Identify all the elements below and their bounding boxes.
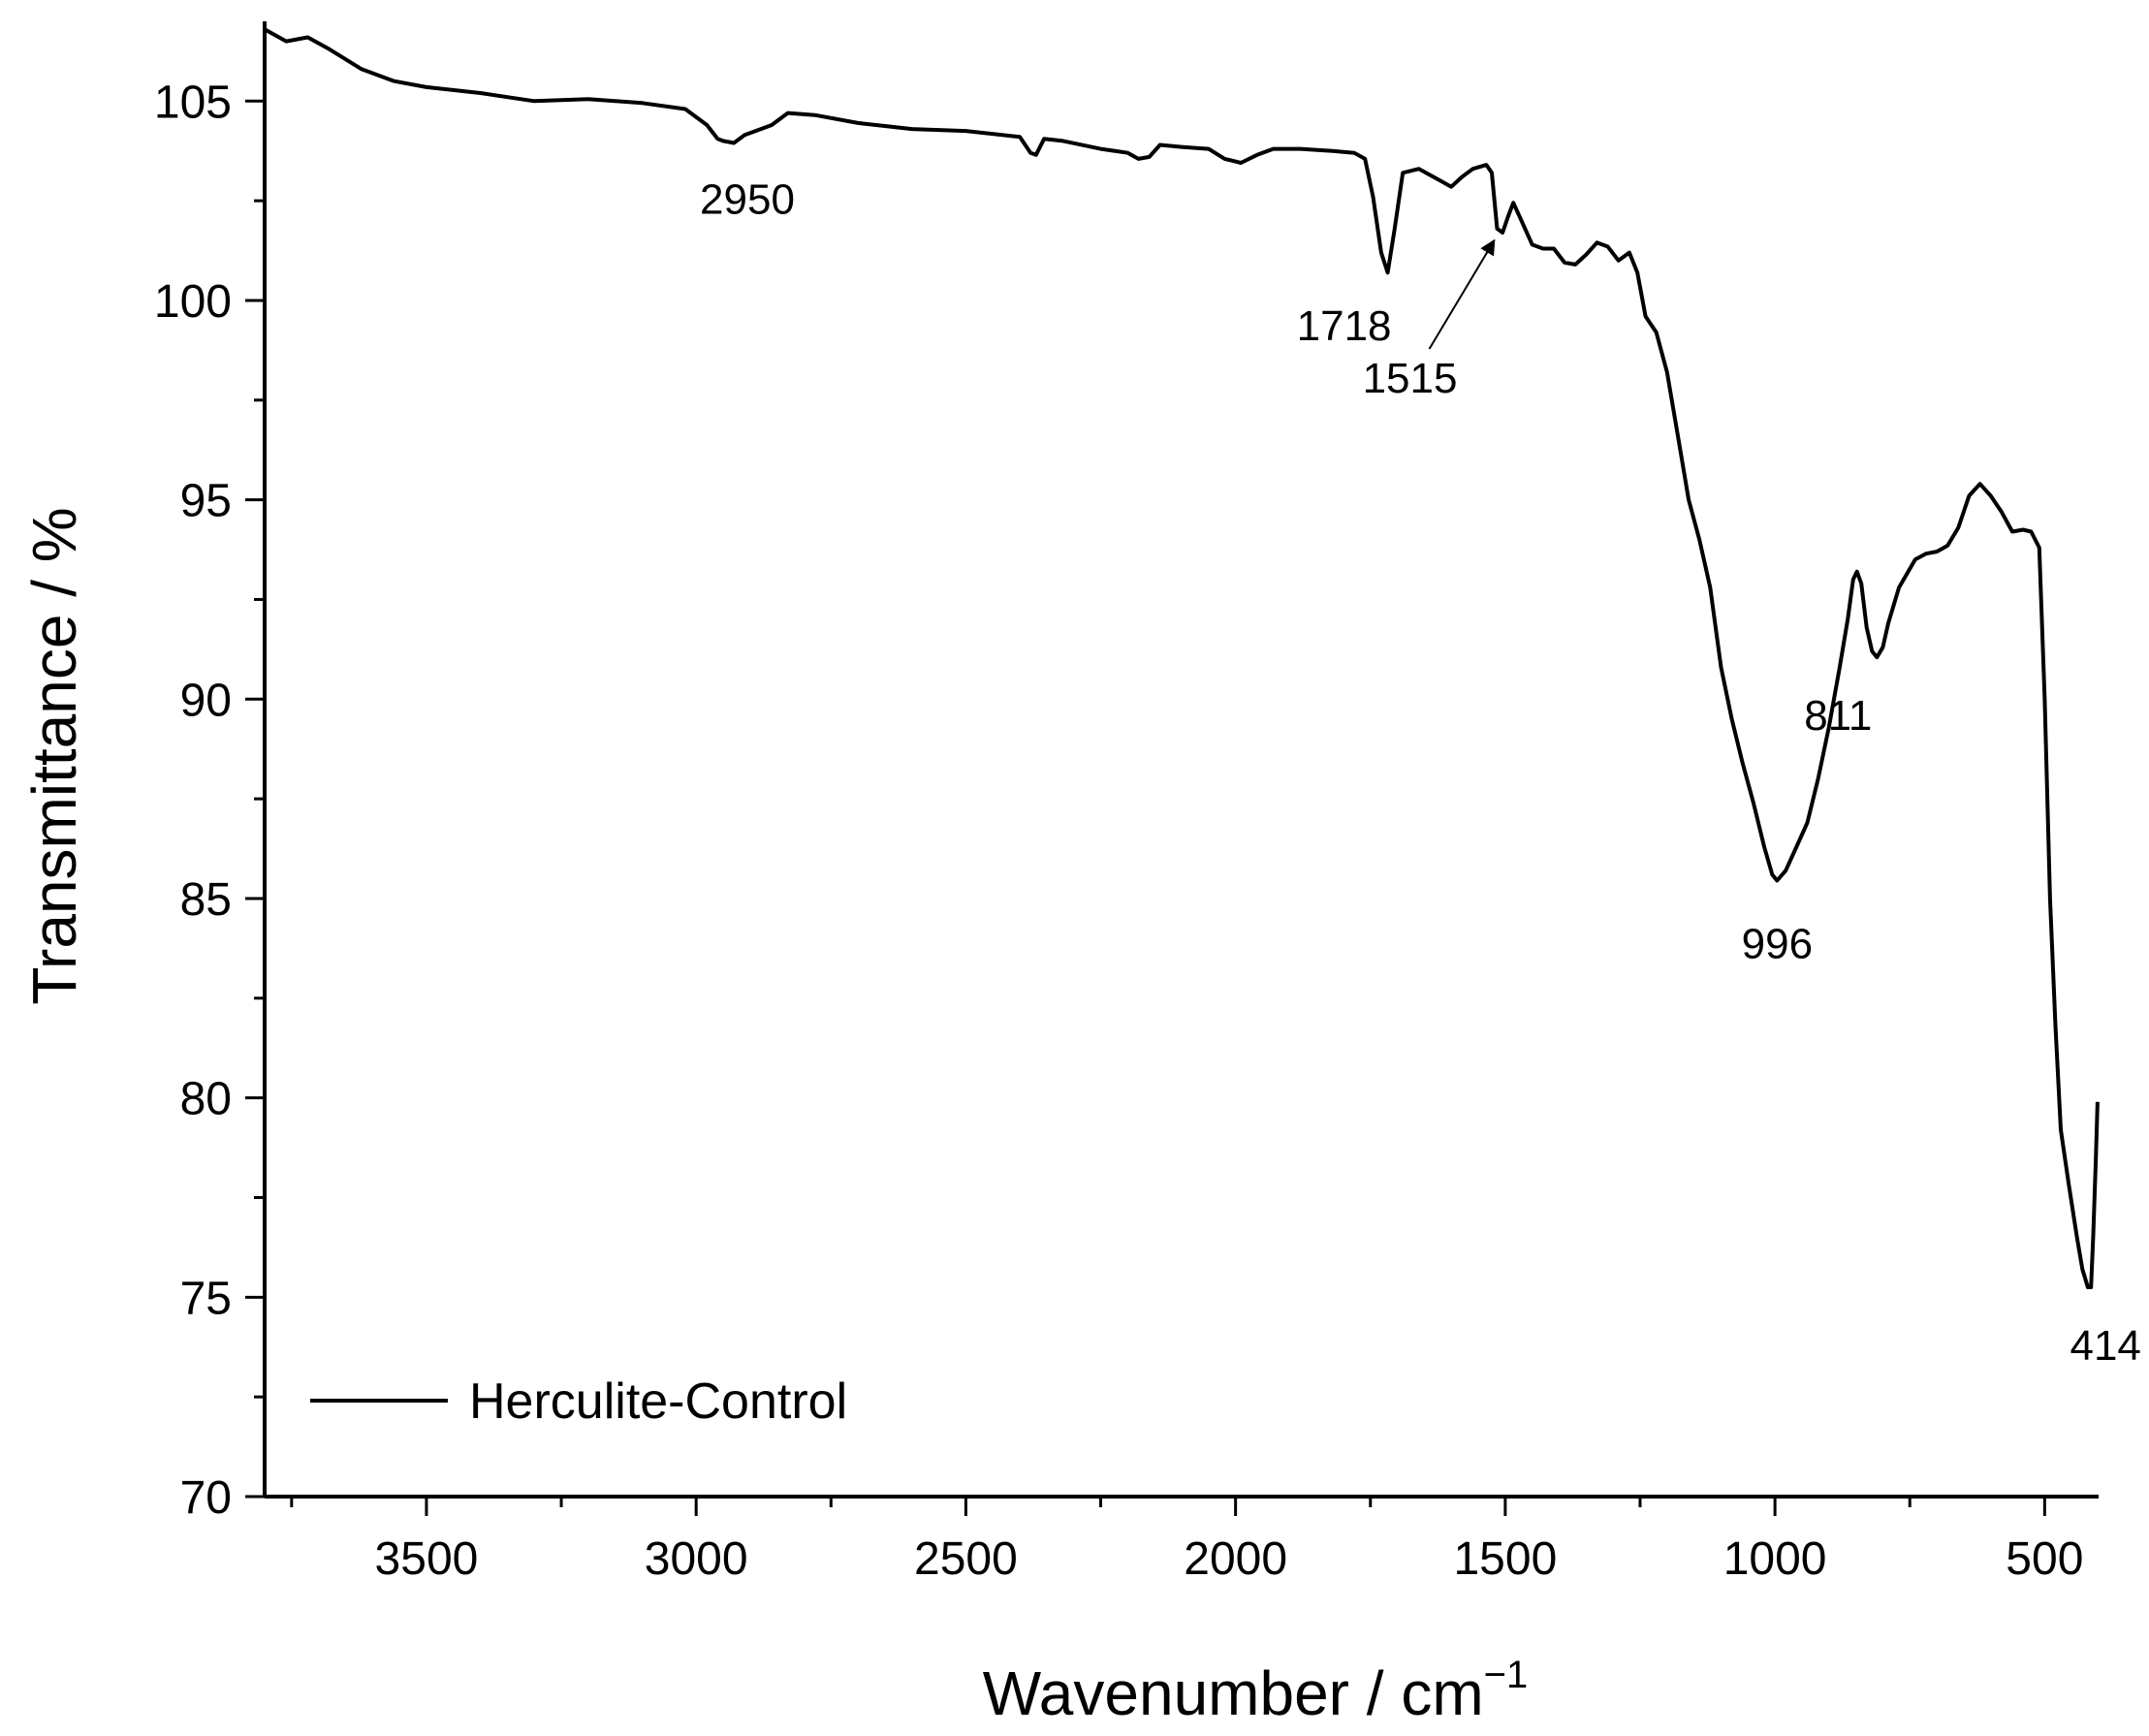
x-axis-title-text: Wavenumber / cm (983, 1658, 1484, 1728)
peak-label-1718: 1718 (1297, 302, 1392, 350)
x-tick-label: 2000 (1184, 1533, 1287, 1585)
tick-marks (245, 99, 2046, 1516)
series-layer (264, 27, 2100, 1289)
series-line-herculite-control (264, 27, 2100, 1289)
axes (263, 21, 2099, 1499)
tick-labels: 3500 3000 2500 2000 1500 1000 500 70 75 80 85 90 95 1… (154, 77, 2083, 1585)
y-tick-label: 100 (154, 276, 232, 328)
peak-label-1515: 1515 (1363, 355, 1458, 402)
legend: Herculite-Control (310, 1373, 847, 1430)
peak-arrow-1515 (1428, 238, 1496, 350)
peak-label-414: 414 (2070, 1322, 2140, 1370)
y-tick-label: 90 (180, 675, 232, 726)
y-tick-label: 75 (180, 1273, 232, 1324)
peak-label-2950: 2950 (700, 175, 795, 223)
y-tick-label: 105 (154, 77, 232, 128)
annotations: 2950 1718 1515 996 811 414 (700, 175, 2141, 1370)
x-tick-label: 1500 (1453, 1533, 1557, 1585)
y-tick-label: 95 (180, 476, 232, 527)
y-axis-title: Transmittance / % (19, 507, 89, 1004)
y-tick-label: 80 (180, 1074, 232, 1125)
legend-label-herculite-control: Herculite-Control (469, 1373, 847, 1430)
x-axis-title-superscript: −1 (1484, 1654, 1529, 1696)
peak-label-996: 996 (1742, 920, 1813, 967)
x-tick-label: 500 (2006, 1533, 2083, 1585)
y-tick-label: 85 (180, 874, 232, 926)
x-tick-label: 1000 (1723, 1533, 1827, 1585)
x-axis-title: Wavenumber / cm−1 (983, 1654, 1528, 1728)
y-tick-label: 70 (180, 1472, 232, 1524)
x-tick-label: 3500 (375, 1533, 479, 1585)
x-tick-label: 3000 (645, 1533, 748, 1585)
x-tick-label: 2500 (914, 1533, 1018, 1585)
peak-label-811: 811 (1804, 692, 1872, 740)
